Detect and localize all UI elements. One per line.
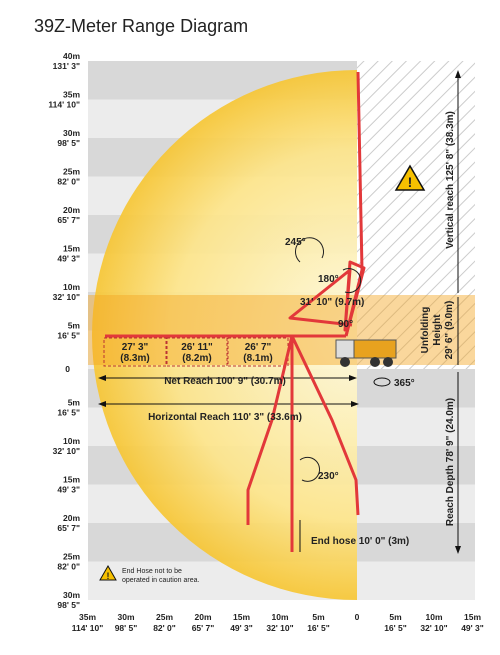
y-tick-label: 16' 5" — [57, 408, 80, 418]
x-tick-label: 10m — [271, 612, 288, 622]
segment-length: (8.3m) — [120, 353, 149, 364]
x-tick-label: 82' 0" — [153, 623, 176, 633]
segment-length: (8.2m) — [182, 353, 211, 364]
vertical-reach: Vertical reach 125' 8" (38.3m) — [445, 111, 456, 249]
x-tick-label: 10m — [425, 612, 442, 622]
x-tick-label: 15m — [464, 612, 481, 622]
y-tick-label: 30m — [63, 590, 80, 600]
angle: 230° — [318, 471, 339, 482]
y-tick-label: 65' 7" — [57, 523, 80, 533]
segment-length: 26' 11" — [181, 342, 213, 353]
unfolding-height: Height — [432, 314, 443, 346]
segment-labels: 27' 3"(8.3m) 26' 11"(8.2m) 26' 7"(8.1m) — [120, 342, 272, 364]
y-tick-label: 65' 7" — [57, 215, 80, 225]
net-reach: Net Reach 100' 9" (30.7m) — [164, 376, 286, 387]
x-tick-label: 25m — [156, 612, 173, 622]
x-tick-label: 49' 3" — [230, 623, 253, 633]
y-tick-label: 10m — [63, 436, 80, 446]
segment-boxes — [103, 337, 289, 367]
y-tick-label: 40m — [63, 51, 80, 61]
y-tick-label: 25m — [63, 167, 80, 177]
x-tick-label: 0 — [355, 612, 360, 622]
segment-length: (8.1m) — [243, 353, 272, 364]
unfolding-height: Unfolding — [420, 307, 431, 354]
rotation: 365° — [394, 378, 415, 389]
svg-text:!: ! — [408, 174, 413, 190]
y-tick-label: 82' 0" — [57, 562, 80, 572]
x-tick-label: 16' 5" — [384, 623, 407, 633]
y-tick-label: 15m — [63, 475, 80, 485]
x-tick-label: 16' 5" — [307, 623, 330, 633]
x-tick-label: 32' 10" — [266, 623, 293, 633]
y-tick-label: 114' 10" — [48, 100, 80, 110]
caution-note: End Hose not to be — [122, 568, 182, 575]
caution-area — [357, 61, 475, 369]
y-tick-label: 5m — [68, 321, 81, 331]
x-tick-label: 5m — [389, 612, 402, 622]
y-tick-label: 32' 10" — [53, 292, 80, 302]
x-tick-label: 65' 7" — [192, 623, 215, 633]
reach-depth: Reach Depth 78' 9" (24.0m) — [445, 398, 456, 526]
segment-length: 26' 7" — [245, 342, 272, 353]
y-tick-label: 10m — [63, 282, 80, 292]
y-tick-label: 131' 3" — [53, 61, 80, 71]
title: 39Z-Meter Range Diagram — [34, 16, 248, 36]
angle: 180° — [318, 274, 339, 285]
y-tick-label: 20m — [63, 205, 80, 215]
y-tick-label: 49' 3" — [57, 254, 80, 264]
y-tick-label: 82' 0" — [57, 177, 80, 187]
y-tick-label: 5m — [68, 398, 81, 408]
y-tick-label: 15m — [63, 244, 80, 254]
boom — [105, 71, 366, 552]
truck — [335, 339, 397, 387]
x-tick-label: 49' 3" — [461, 623, 484, 633]
horizontal-reach: Horizontal Reach 110' 3" (33.6m) — [148, 412, 302, 423]
unfolding-band — [88, 295, 475, 365]
y-tick-label: 98' 5" — [57, 138, 80, 148]
segment-length: 27' 3" — [122, 342, 149, 353]
svg-text:!: ! — [107, 571, 110, 581]
y-tick-label: 25m — [63, 552, 80, 562]
x-tick-label: 5m — [312, 612, 325, 622]
x-tick-label: 15m — [233, 612, 250, 622]
end-hose: End hose 10' 0" (3m) — [311, 536, 409, 547]
x-tick-label: 98' 5" — [115, 623, 138, 633]
warning-icons: ! ! — [99, 164, 426, 581]
y-tick-label: 35m — [63, 90, 80, 100]
y-tick-label: 30m — [63, 128, 80, 138]
x-tick-label: 32' 10" — [420, 623, 447, 633]
y-tick-label: 20m — [63, 513, 80, 523]
x-tick-label: 35m — [79, 612, 96, 622]
y-tick-label: 98' 5" — [57, 600, 80, 610]
y-tick-label: 16' 5" — [57, 331, 80, 341]
angle: 90° — [338, 319, 353, 330]
angle: 245° — [285, 237, 306, 248]
y-tick-label: 0 — [65, 364, 70, 374]
x-tick-label: 114' 10" — [72, 623, 104, 633]
x-tick-label: 30m — [117, 612, 134, 622]
x-tick-label: 20m — [194, 612, 211, 622]
caution-note: operated in caution area. — [122, 577, 199, 584]
y-tick-label: 32' 10" — [53, 446, 80, 456]
unfolding-height: 29' 6" (9.0m) — [444, 301, 455, 360]
y-tick-label: 49' 3" — [57, 485, 80, 495]
fold-reach: 31' 10" (9.7m) — [300, 297, 364, 308]
